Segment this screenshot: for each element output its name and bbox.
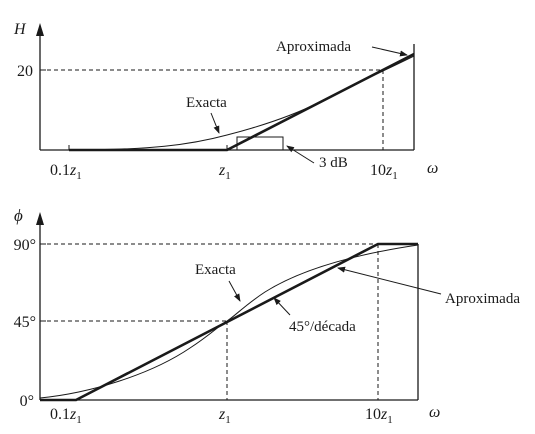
phase-x-axis-symbol: ω	[429, 404, 440, 421]
phase-approx-curve	[40, 242, 418, 402]
phase-label-exact: Exacta	[195, 262, 236, 278]
magnitude-3db-bracket	[236, 136, 284, 150]
phase-y-tick-label-45: 45°	[14, 314, 36, 331]
magnitude-x-tick-label-01z1: 0.1z1	[50, 162, 82, 182]
magnitude-x-tick-label-z1: z1	[218, 162, 231, 182]
phase-y-tick-label-90: 90°	[14, 237, 36, 254]
phase-y-axis-symbol: ϕ	[14, 206, 23, 225]
phase-exact-leader	[228, 280, 241, 302]
phase-label-slope: 45°/década	[289, 319, 356, 335]
phase-y-axis-arrow	[36, 212, 44, 225]
phase-x-tick-label-z1: z1	[218, 406, 231, 426]
phase-plot: ϕ 90° 45° 0° 0.1z1 z1 10z1 ω Exacta Apro…	[14, 206, 521, 426]
magnitude-label-3db: 3 dB	[319, 155, 348, 171]
phase-x-tick-label-01z1: 0.1z1	[50, 406, 82, 426]
magnitude-x-tick-label-10z1: 10z1	[370, 162, 398, 182]
magnitude-x-axis-symbol: ω	[427, 160, 438, 177]
phase-slope-leader	[273, 297, 291, 316]
phase-label-approx: Aproximada	[445, 291, 520, 307]
magnitude-approx-curve	[69, 52, 415, 152]
magnitude-plot: H 20 0.1z1 z1 10z1 ω Aproximada Exacta 3…	[13, 21, 438, 182]
phase-exact-curve	[39, 244, 419, 399]
magnitude-y-tick-label-20: 20	[17, 63, 33, 80]
magnitude-y-axis-arrow	[36, 23, 44, 36]
magnitude-label-exact: Exacta	[186, 95, 227, 111]
magnitude-approx-leader	[371, 46, 408, 57]
magnitude-y-axis-symbol: H	[13, 21, 27, 38]
phase-x-tick-label-10z1: 10z1	[365, 406, 393, 426]
magnitude-exact-curve	[68, 55, 415, 151]
phase-approx-leader	[337, 266, 442, 295]
magnitude-label-approx: Aproximada	[276, 39, 351, 55]
magnitude-3db-leader	[286, 145, 315, 164]
phase-y-tick-label-0: 0°	[20, 393, 34, 410]
magnitude-exact-leader	[210, 112, 220, 134]
